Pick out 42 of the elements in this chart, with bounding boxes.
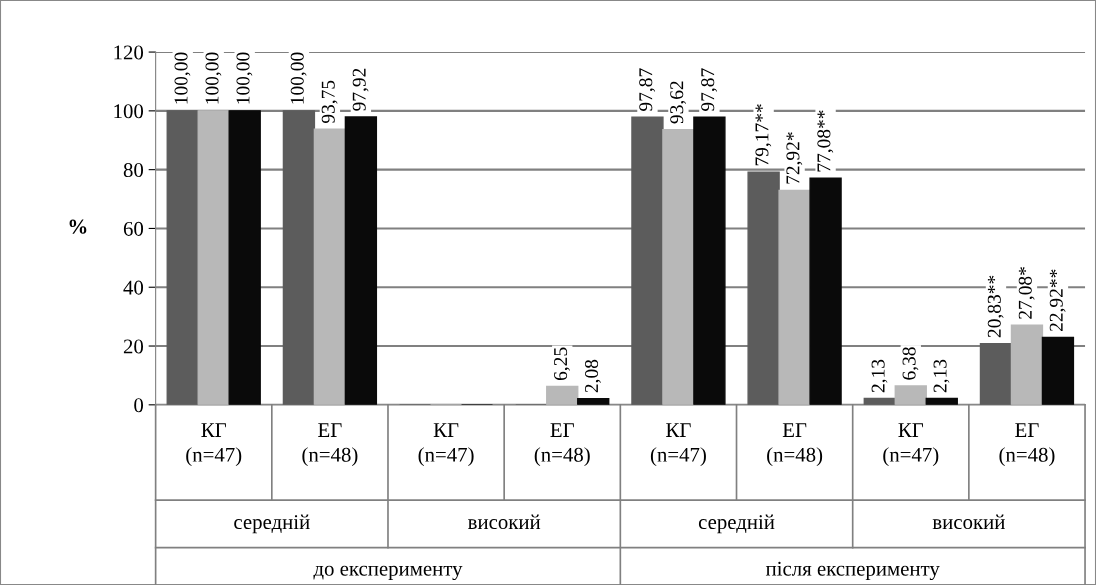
x-tick-label: ЕГ (n=48) [999, 423, 1055, 467]
data-label: 97,87 [701, 68, 718, 111]
data-label: 97,87 [639, 68, 656, 111]
data-label: 2,13 [871, 359, 888, 393]
x-tick-label: КГ (n=47) [418, 423, 474, 467]
data-label: 100,00 [174, 52, 191, 104]
data-label: 100,00 [205, 52, 222, 104]
y-tick-label: 60 [123, 221, 144, 236]
text: до експерименту [313, 565, 463, 581]
x-tick-label: КГ (n=47) [186, 423, 242, 467]
y-tick-label: 20 [123, 339, 144, 354]
data-label: 27,08* [1018, 267, 1035, 319]
text: після експерименту [765, 561, 940, 581]
y-tick-label: 40 [123, 280, 144, 295]
y-tick-label: 120 [114, 45, 144, 60]
data-label: 97,92 [352, 68, 369, 111]
x-tick-label: ЕГ (n=48) [302, 423, 358, 467]
x-tick-label: КГ (n=47) [883, 423, 939, 467]
data-label: 93,62 [670, 81, 687, 124]
data-label: 100,00 [290, 52, 307, 104]
x-tick-label: ЕГ (n=48) [534, 423, 590, 467]
text: середній [234, 514, 310, 534]
y-axis-title: % [69, 219, 87, 234]
data-label: 100,00 [236, 52, 253, 104]
x-tick-label: КГ (n=47) [650, 423, 706, 467]
data-label: 79,17** [755, 104, 772, 166]
text: середній [698, 514, 775, 534]
data-label: 2,13 [933, 359, 950, 393]
data-label: 77,08** [817, 110, 834, 172]
data-label: 22,92** [1049, 269, 1066, 332]
y-tick-label: 80 [123, 163, 144, 178]
text: високий [932, 514, 1005, 530]
data-label: 72,92* [786, 132, 803, 184]
data-label: 93,75 [321, 80, 338, 124]
data-label: 2,08 [584, 359, 601, 393]
y-tick-label: 100 [114, 104, 144, 119]
y-tick-label: 0 [134, 398, 144, 413]
text: високий [468, 514, 541, 530]
data-label: 20,83** [987, 275, 1004, 338]
x-tick-label: ЕГ (n=48) [767, 423, 823, 467]
data-label: 6,25 [554, 347, 570, 381]
data-label: 6,38 [902, 347, 919, 380]
